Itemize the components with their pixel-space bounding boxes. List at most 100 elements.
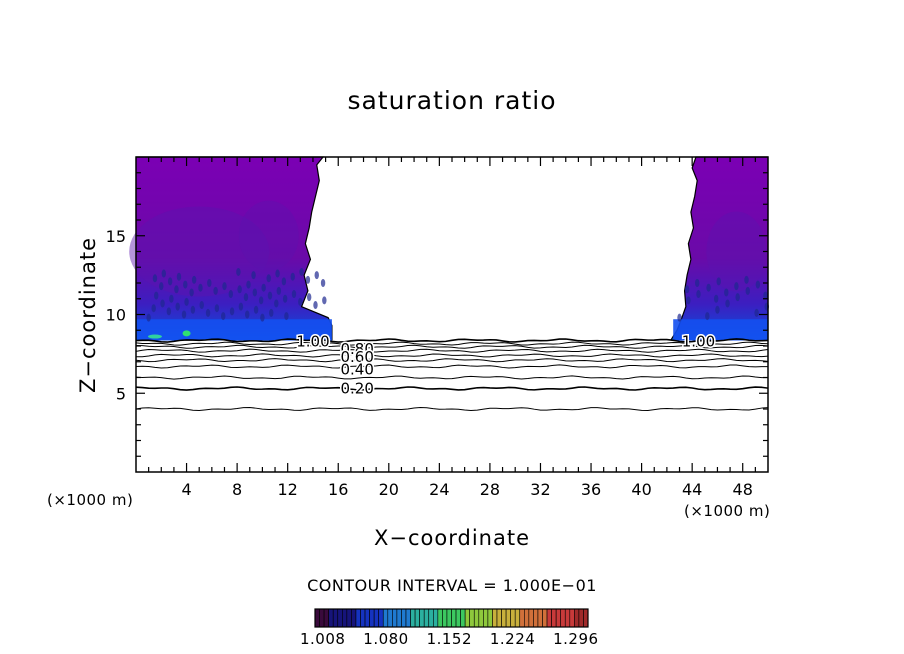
y-tick-label: 15 (106, 227, 126, 246)
colorbar-cell (387, 608, 393, 628)
contour-line (135, 386, 769, 391)
turbulent-speckle (290, 272, 295, 281)
contour-line (135, 358, 769, 363)
colorbar-cell (574, 608, 580, 628)
turbulent-speckle (705, 312, 710, 321)
colorbar-cell (396, 608, 402, 628)
colorbar-cell (533, 608, 539, 628)
colorbar-cell (478, 608, 484, 628)
x-unit-label-right: (×1000 m) (684, 502, 771, 520)
turbulent-speckle (706, 283, 711, 292)
colorbar-cell (401, 608, 407, 628)
turbulent-speckle (725, 299, 730, 308)
turbulent-speckle (267, 291, 273, 300)
colorbar-cell (487, 608, 493, 628)
turbulent-speckle (306, 293, 312, 302)
colorbar-cell (560, 608, 566, 628)
turbulent-speckle (716, 277, 721, 286)
contour-line (135, 348, 769, 353)
colorbar-cell (442, 608, 448, 628)
colorbar-cell (346, 608, 352, 628)
contour-label: 1.00 (682, 332, 715, 350)
turbulent-speckle (159, 282, 164, 291)
turbulent-speckle (291, 290, 297, 299)
colorbar-cell (469, 608, 475, 628)
colorbar-cell (528, 608, 534, 628)
colorbar-cell (419, 608, 425, 628)
turbulent-speckle (305, 275, 311, 284)
contour-labels: 1.00 0.800.600.400.20 1.00 (295, 331, 717, 399)
turbulent-speckle (199, 301, 204, 310)
colorbar-label: 1.152 (426, 630, 473, 648)
contour-line (135, 353, 769, 358)
colorbar-labels: 1.008 1.080 1.152 1.224 1.296 (300, 630, 611, 648)
contour-line (135, 364, 769, 369)
colorbar-cell (378, 608, 384, 628)
x-tick-label: 16 (328, 480, 348, 499)
turbulent-speckle (684, 285, 690, 294)
turbulent-speckle (320, 279, 326, 287)
colorbar-cell (555, 608, 562, 628)
turbulent-speckle (734, 282, 739, 291)
colorbar-cell (501, 608, 507, 628)
shading-blob (706, 211, 767, 292)
turbulent-speckle (298, 297, 303, 306)
y-axis: 5 10 15 (106, 172, 768, 457)
chart-title: saturation ratio (347, 86, 557, 115)
colorbar-cell (360, 608, 366, 628)
y-axis-label: Z−coordinate (76, 237, 100, 393)
colorbar-cell (414, 608, 420, 628)
colorbar-label: 1.296 (553, 630, 599, 648)
contour-label: 1.00 (296, 332, 329, 350)
turbulent-speckle (266, 274, 271, 283)
contour-label: 0.80 (340, 340, 373, 358)
turbulent-speckle (166, 307, 172, 316)
turbulent-speckle (314, 271, 319, 280)
colorbar-cell (332, 608, 339, 628)
colorbar-cell (437, 608, 443, 628)
colorbar-cell (373, 608, 379, 628)
colorbar-cell (546, 608, 552, 628)
turbulent-speckle (754, 308, 759, 317)
colorbar-cell (341, 608, 348, 628)
x-tick-label: 20 (379, 480, 399, 499)
colorbar-cell (328, 608, 334, 628)
turbulent-speckle (151, 304, 156, 313)
contour-lines (135, 338, 769, 412)
colorbar-label: 1.224 (489, 630, 536, 648)
turbulent-speckle (222, 282, 227, 291)
colorbar-cell (392, 608, 398, 628)
contour-label: 0.20 (340, 380, 373, 398)
left-region-contour (136, 156, 333, 341)
x-tick-label: 4 (181, 480, 191, 499)
contour-line (135, 406, 769, 412)
colorbar-cell (382, 608, 389, 628)
turbulent-speckle (313, 301, 318, 310)
x-axis-label: X−coordinate (374, 526, 530, 550)
colorbar-cell (464, 608, 470, 628)
turbulent-speckle (214, 304, 220, 313)
colorbar-cell (355, 608, 361, 628)
turbulent-speckle (763, 291, 768, 300)
left-supersaturated-region (136, 157, 332, 341)
contour-interval-text: CONTOUR INTERVAL = 1.000E−01 (307, 576, 597, 595)
colorbar-cell (405, 608, 411, 628)
turbulent-speckle (735, 293, 740, 302)
turbulent-speckle (715, 305, 720, 314)
turbulent-speckle (175, 302, 180, 311)
x-tick-label: 48 (733, 480, 753, 499)
turbulent-speckle (207, 279, 212, 287)
x-axis: 4 8 12 16 20 24 28 32 36 40 44 48 (148, 157, 756, 499)
colorbar-cell (410, 608, 416, 628)
turbulent-speckle (276, 286, 282, 295)
right-high-ratio-band (673, 319, 768, 341)
turbulent-speckle (713, 294, 719, 303)
high-ratio-spot (182, 330, 191, 337)
turbulent-speckle (269, 308, 274, 317)
turbulent-speckle (154, 291, 159, 300)
turbulent-speckle (221, 312, 226, 321)
contour-line (135, 344, 769, 349)
turbulent-speckle (176, 272, 182, 281)
x-tick-label: 44 (682, 480, 702, 499)
